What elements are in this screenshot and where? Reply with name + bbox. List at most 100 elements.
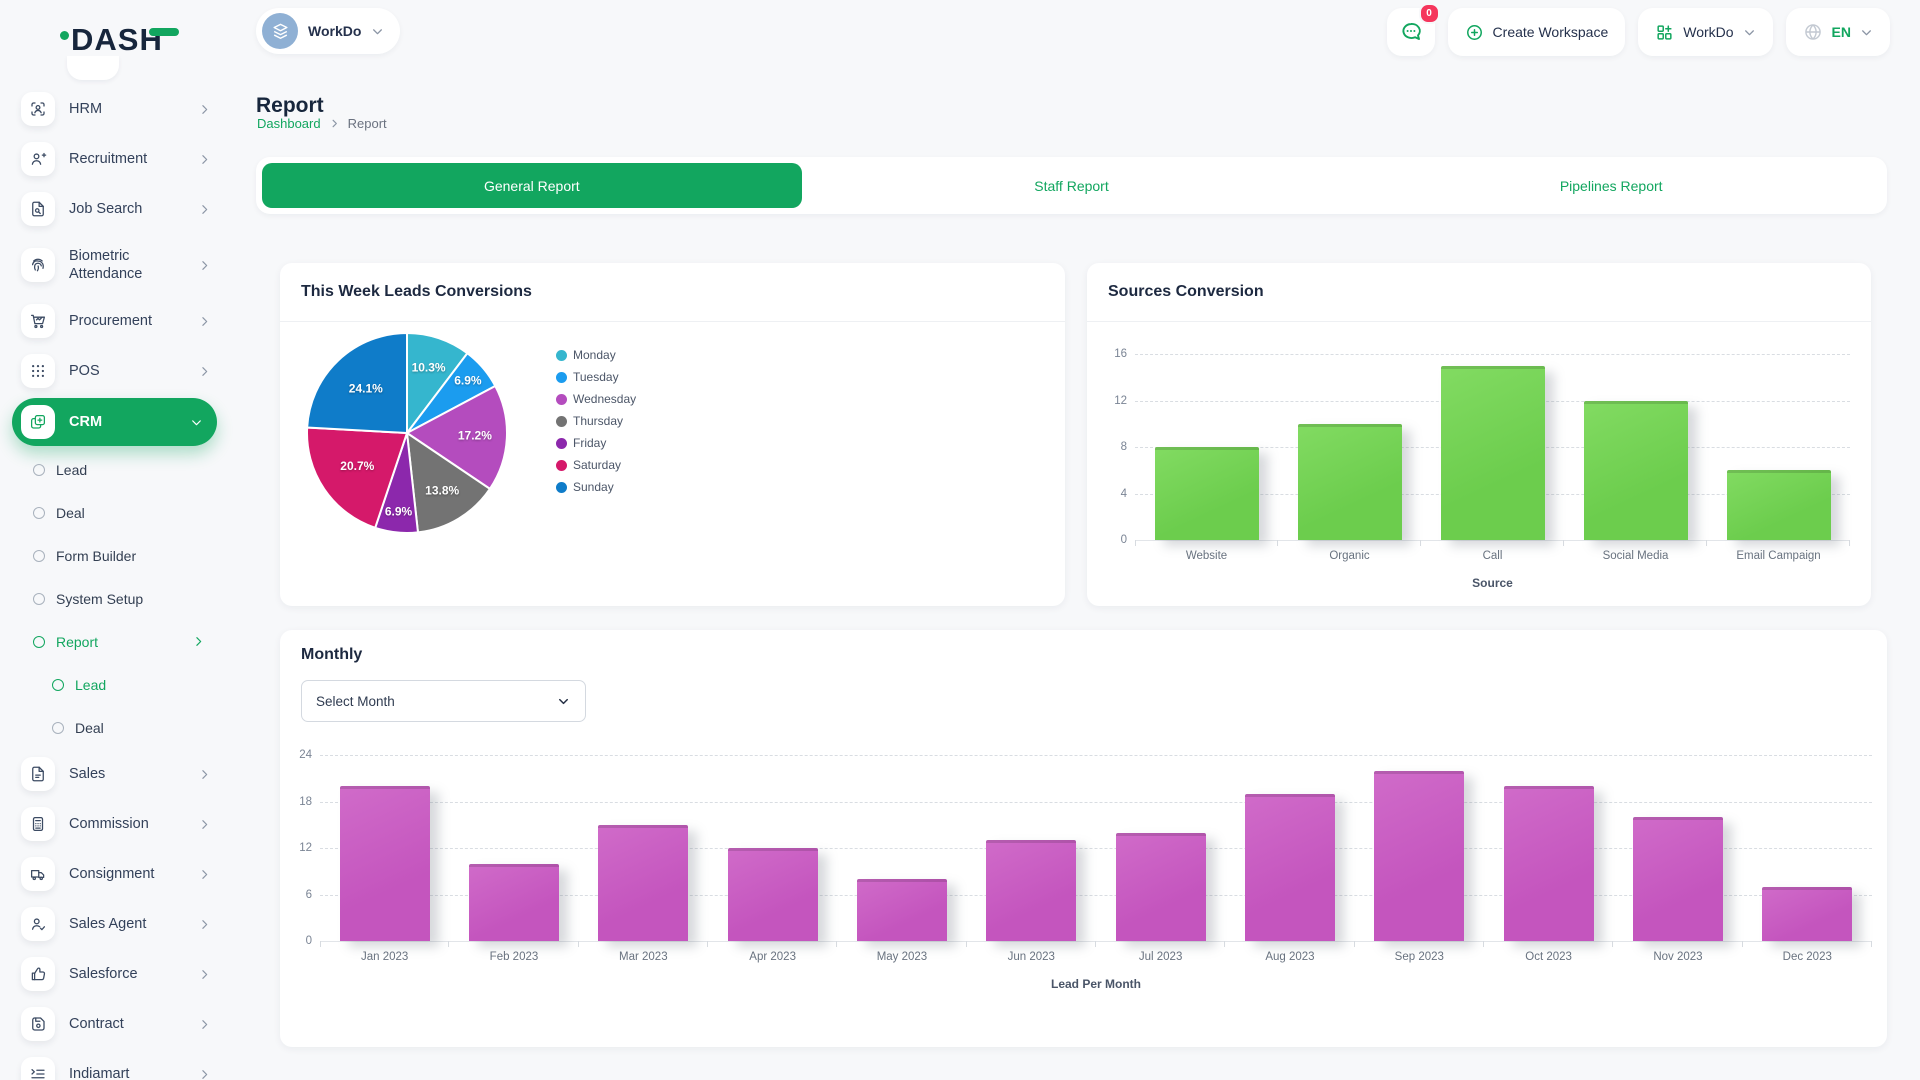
chevron-right-icon (196, 637, 202, 646)
language-selector[interactable]: EN (1785, 8, 1890, 56)
monthly-card: Monthly Select Month 0 6 12 18 24 Jan 2023 Feb… (280, 630, 1887, 1047)
bar-column-jan-2023: Jan 2023 (320, 755, 450, 963)
sidebar-item-job-search[interactable]: Job Search (0, 184, 233, 234)
workspace-switcher[interactable]: WorkDo (256, 8, 401, 54)
tab-pipelines-report[interactable]: Pipelines Report (1559, 177, 1663, 194)
bar-social-media (1583, 400, 1688, 540)
workdo-menu-button[interactable]: WorkDo (1638, 8, 1773, 56)
icon-tile (21, 1057, 55, 1080)
pie-slice-label: 24.1% (349, 382, 383, 396)
bar-column-sep-2023: Sep 2023 (1355, 755, 1485, 963)
x-tick-label: May 2023 (876, 951, 928, 963)
sidebar-subitem-deal[interactable]: Deal (0, 491, 233, 534)
sidebar-item-label: Salesforce (69, 965, 138, 982)
legend-item-wednesday: Wednesday (556, 392, 636, 406)
biometric-attendance-icon (31, 258, 44, 272)
sidebar-subitem-report[interactable]: Report (0, 620, 233, 663)
sidebar-item-crm[interactable]: CRM (12, 398, 217, 446)
sidebar-item-pos[interactable]: POS (0, 346, 233, 396)
pie-slice-label: 20.7% (340, 459, 374, 473)
sidebar-subitem-deal[interactable]: Deal (0, 706, 233, 749)
pie-slice-label: 6.9% (454, 373, 482, 387)
legend-item-tuesday: Tuesday (556, 370, 636, 384)
sources-conversion-card: Sources Conversion 0 4 8 12 16 Website Organic… (1087, 263, 1871, 606)
sidebar-subitem-form-builder[interactable]: Form Builder (0, 534, 233, 577)
globe-icon (1804, 24, 1821, 40)
bar-mar-2023 (598, 824, 689, 941)
pie-slice-label: 13.8% (425, 483, 459, 497)
legend-item-sunday: Sunday (556, 480, 636, 494)
messages-button[interactable]: 0 (1386, 3, 1440, 56)
legend-item-saturday: Saturday (556, 458, 636, 472)
icon-tile (21, 1007, 55, 1041)
gridline (320, 801, 1872, 803)
sidebar-item-salesforce[interactable]: Salesforce (0, 949, 233, 999)
bar-jun-2023 (986, 840, 1077, 941)
bar-website (1154, 447, 1259, 540)
sidebar-item-hrm[interactable]: HRM (0, 84, 233, 134)
x-tick-label: Website (1185, 550, 1228, 562)
sidebar-item-contract[interactable]: Contract (0, 999, 233, 1049)
x-tick-label: Apr 2023 (749, 951, 796, 963)
sidebar-item-biometric-attendance[interactable]: Biometric Attendance (0, 234, 233, 296)
bar-call (1440, 365, 1545, 540)
x-tick-label: Jun 2023 (1007, 951, 1055, 963)
bar-column-call: Call (1421, 354, 1564, 562)
card-title: This Week Leads Conversions (280, 263, 1065, 322)
x-tick-label: Jan 2023 (360, 951, 409, 963)
tab-general-report[interactable]: General Report (262, 163, 802, 208)
chevron-right-icon (202, 154, 208, 164)
y-tick-label: 0 (1120, 534, 1127, 546)
sidebar-item-recruitment[interactable]: Recruitment (0, 134, 233, 184)
sidebar-item-procurement[interactable]: Procurement (0, 296, 233, 346)
tab-staff-report[interactable]: Staff Report (1034, 177, 1109, 194)
icon-tile (21, 354, 55, 388)
bar-column-organic: Organic (1278, 354, 1421, 562)
app-logo: DASH (60, 22, 179, 58)
legend-label: Tuesday (573, 370, 619, 384)
x-tick-label: Sep 2023 (1394, 951, 1444, 963)
icon-tile (21, 957, 55, 991)
sales-icon (32, 766, 44, 782)
create-workspace-button[interactable]: Create Workspace (1447, 8, 1626, 56)
sidebar-item-label: Commission (69, 815, 149, 832)
legend-dot-icon (556, 437, 567, 449)
select-month-dropdown[interactable]: Select Month (301, 680, 586, 722)
sidebar-item-consignment[interactable]: Consignment (0, 849, 233, 899)
chevron-right-icon (202, 104, 208, 114)
y-tick-label: 6 (305, 888, 312, 901)
bar-column-mar-2023: Mar 2023 (579, 755, 709, 963)
topbar-actions: 0 Create Workspace WorkDo (1386, 3, 1890, 56)
legend-item-monday: Monday (556, 348, 636, 362)
sidebar-subitem-lead[interactable]: Lead (0, 448, 233, 491)
chevron-right-icon (202, 969, 208, 979)
bar-column-jul-2023: Jul 2023 (1096, 755, 1226, 963)
icon-tile (21, 757, 55, 791)
sidebar-subitem-lead[interactable]: Lead (0, 663, 233, 706)
sidebar-item-sales[interactable]: Sales (0, 749, 233, 799)
chevron-right-icon (202, 1069, 208, 1079)
contract-icon (32, 1017, 45, 1031)
sidebar-item-label: Procurement (69, 312, 153, 329)
breadcrumb-dashboard-link[interactable]: Dashboard (257, 116, 321, 131)
bars: Jan 2023 Feb 2023 Mar 2023 Apr 2023 May 2023… (320, 755, 1873, 963)
crm-icon (30, 414, 46, 429)
chevron-right-icon (202, 366, 208, 376)
bullet-ring-icon (33, 506, 45, 519)
sidebar-item-sales-agent[interactable]: Sales Agent (0, 899, 233, 949)
legend-label: Sunday (573, 480, 614, 494)
pie-slice-wednesday (405, 384, 508, 491)
chevron-down-icon (1744, 29, 1754, 35)
sidebar-item-commission[interactable]: Commission (0, 799, 233, 849)
chevron-down-icon (192, 419, 201, 425)
sidebar-item-indiamart[interactable]: Indiamart (0, 1049, 233, 1080)
bar-column-may-2023: May 2023 (837, 755, 967, 963)
chevron-right-icon (202, 919, 208, 929)
legend-item-thursday: Thursday (556, 414, 636, 428)
chevron-right-icon (202, 869, 208, 879)
sidebar-subitem-system-setup[interactable]: System Setup (0, 577, 233, 620)
sidebar-item-label: POS (69, 362, 100, 379)
chevron-right-icon (202, 1019, 208, 1029)
sidebar-item-label: Recruitment (69, 150, 148, 167)
